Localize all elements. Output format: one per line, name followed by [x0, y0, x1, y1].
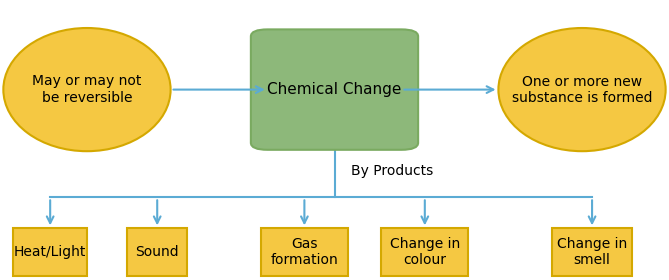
Text: Gas
formation: Gas formation [270, 237, 339, 267]
Text: Chemical Change: Chemical Change [268, 82, 401, 97]
Text: By Products: By Products [351, 164, 434, 178]
Text: Change in
smell: Change in smell [557, 237, 628, 267]
FancyBboxPatch shape [552, 228, 632, 276]
Text: Sound: Sound [135, 245, 179, 259]
FancyBboxPatch shape [261, 228, 348, 276]
FancyBboxPatch shape [127, 228, 187, 276]
FancyBboxPatch shape [13, 228, 87, 276]
Ellipse shape [3, 28, 171, 151]
Text: Change in
colour: Change in colour [389, 237, 460, 267]
Ellipse shape [498, 28, 666, 151]
Text: Heat/Light: Heat/Light [14, 245, 86, 259]
Text: May or may not
be reversible: May or may not be reversible [32, 74, 142, 105]
FancyBboxPatch shape [381, 228, 468, 276]
Text: One or more new
substance is formed: One or more new substance is formed [512, 74, 652, 105]
FancyBboxPatch shape [251, 29, 418, 150]
